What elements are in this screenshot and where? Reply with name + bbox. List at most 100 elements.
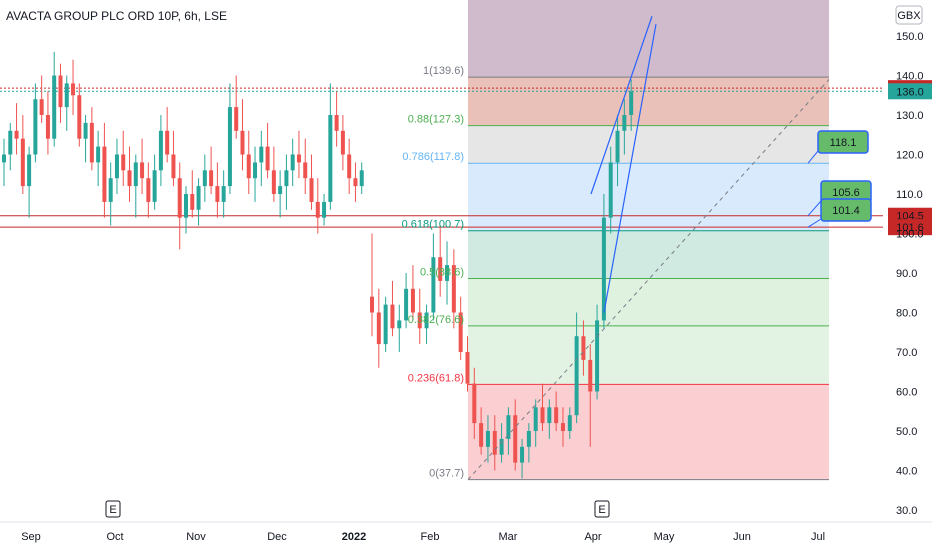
candle <box>303 138 308 194</box>
y-tick-label: 100.0 <box>896 229 924 241</box>
candle-body <box>315 201 320 218</box>
candle-body <box>296 154 301 163</box>
candle <box>520 438 525 479</box>
candle <box>472 367 477 439</box>
candle-body <box>184 194 188 218</box>
x-tick-label: Apr <box>584 531 601 543</box>
candle <box>506 407 511 455</box>
candle-body <box>33 99 38 155</box>
candle <box>513 399 518 471</box>
y-tick-label: 90.0 <box>896 268 917 280</box>
candle <box>278 170 283 218</box>
candle <box>445 241 450 305</box>
candle-body <box>533 407 538 431</box>
fib-level-label: 1(139.6) <box>423 65 464 77</box>
candle-body <box>64 83 69 108</box>
candle <box>8 122 13 171</box>
candle <box>383 296 388 352</box>
candle-body <box>196 186 201 210</box>
candle-body <box>410 288 415 313</box>
candle <box>140 138 145 194</box>
candle-body <box>322 201 327 218</box>
candle-body <box>83 122 88 139</box>
callout-label: 105.6 <box>832 187 860 199</box>
y-tick-label: 40.0 <box>896 466 917 478</box>
candle <box>39 75 44 123</box>
y-tick-label: 80.0 <box>896 308 917 320</box>
candle-body <box>438 257 443 281</box>
candle <box>102 122 107 218</box>
candle-body <box>8 130 13 155</box>
y-tick-label: 150.0 <box>896 31 924 43</box>
candle <box>190 170 195 218</box>
candle-body <box>265 146 270 171</box>
trend-line <box>467 79 830 480</box>
price-tag-box <box>888 219 932 236</box>
candle <box>465 336 470 392</box>
candle-body <box>479 423 484 447</box>
candle <box>152 154 157 210</box>
candle-body <box>177 178 182 218</box>
fib-zones <box>468 0 829 480</box>
candle <box>33 83 38 163</box>
candle <box>20 115 25 194</box>
candle <box>209 146 214 194</box>
candle-body <box>376 312 381 345</box>
candle <box>221 170 226 218</box>
fib-level-label: 0(37.7) <box>429 468 464 480</box>
candle <box>492 415 497 471</box>
price-callout: 101.4 <box>807 198 872 228</box>
candle-body <box>71 83 76 96</box>
candle <box>328 83 333 210</box>
candle <box>417 288 422 345</box>
candle-body <box>158 130 163 171</box>
x-tick-label: Sep <box>21 531 41 543</box>
candle-body <box>451 265 456 313</box>
candle <box>284 154 289 210</box>
y-tick-label: 60.0 <box>896 387 917 399</box>
candle-body <box>370 296 374 313</box>
fib-level-label: 0.88(127.3) <box>408 114 464 126</box>
candle <box>58 63 63 123</box>
candle <box>629 79 634 131</box>
candle <box>290 138 295 187</box>
candle <box>89 107 94 171</box>
candle <box>158 115 163 187</box>
candle <box>271 146 276 202</box>
candle <box>240 99 245 171</box>
candle-body <box>52 75 57 139</box>
candle-body <box>554 407 559 424</box>
candle <box>334 91 339 147</box>
candle <box>588 344 593 447</box>
candle <box>554 391 559 431</box>
y-tick-label: 140.0 <box>896 71 924 83</box>
candle <box>560 407 565 447</box>
candle-body <box>465 352 470 384</box>
candle <box>14 103 19 155</box>
candle-body <box>622 115 627 131</box>
candle <box>296 130 301 179</box>
callout-pointer <box>807 150 819 164</box>
candle-body <box>127 170 132 187</box>
candle-body <box>588 359 593 392</box>
candle-body <box>560 423 565 431</box>
fib-zone <box>468 163 829 231</box>
candle <box>52 51 57 147</box>
fib-zone <box>468 325 829 385</box>
callout-box <box>820 198 872 222</box>
candle-body <box>445 265 450 281</box>
candle-body <box>39 99 44 115</box>
candle <box>45 91 50 155</box>
candle-body <box>259 146 264 163</box>
candle-body <box>20 138 25 187</box>
candle-body <box>601 217 606 321</box>
candle-body <box>114 154 119 179</box>
x-tick-label: Mar <box>499 531 518 543</box>
candle-body <box>383 304 388 345</box>
candle <box>83 115 88 163</box>
candle-body <box>567 415 572 431</box>
y-tick-label: 50.0 <box>896 426 917 438</box>
candle-body <box>209 170 214 187</box>
candle-body <box>171 154 176 179</box>
